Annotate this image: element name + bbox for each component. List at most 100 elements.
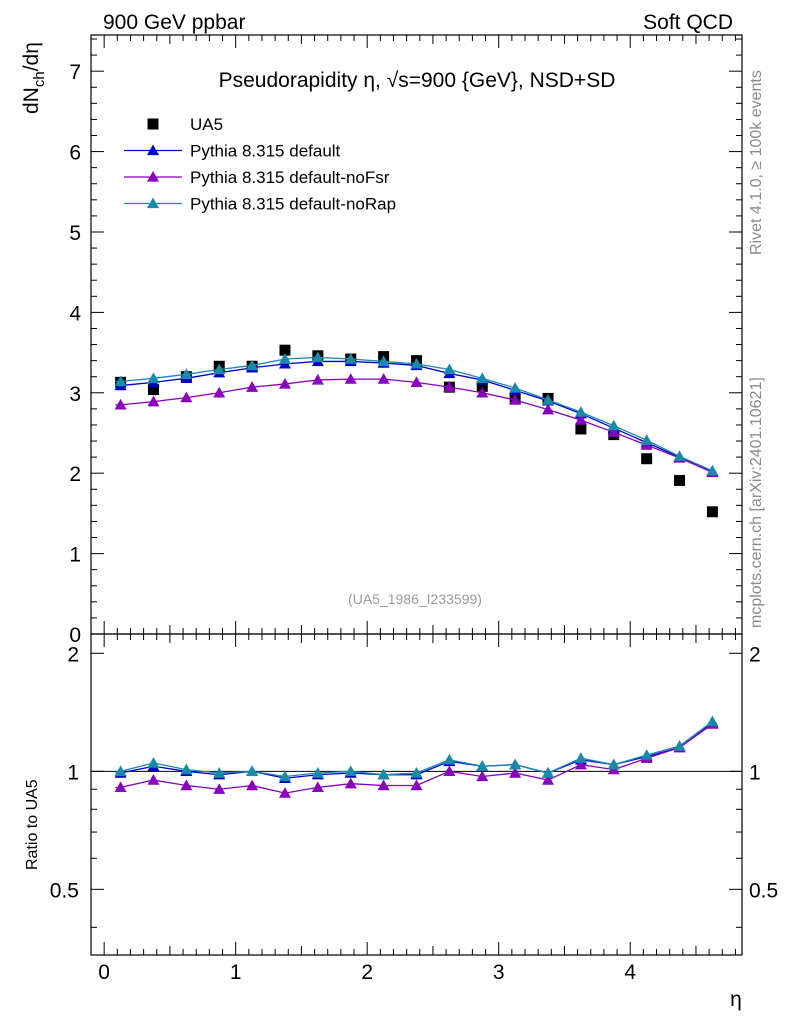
header-left: 900 GeV ppbar: [103, 11, 245, 34]
main-series-point: [509, 394, 522, 405]
ratio-series-point: [278, 787, 291, 798]
x-tick-label: 4: [624, 961, 636, 984]
legend-label: Pythia 8.315 default: [190, 142, 341, 161]
reference-label: (UA5_1986_I233599): [348, 591, 482, 607]
ratio-series-line: [115, 720, 713, 778]
y-tick-label: 1: [69, 544, 81, 567]
legend: UA5 Pythia 8.315 default Pythia 8.315 defa…: [124, 115, 396, 214]
main-series-point: [607, 419, 620, 431]
ua5-data-point: [706, 506, 718, 518]
ratio-series-line: [115, 722, 713, 779]
ratio-series-point: [377, 768, 390, 780]
x-tick-label: 0: [98, 961, 110, 984]
main-series-point: [542, 394, 555, 405]
main-series-point: [278, 353, 291, 364]
main-series-point: [476, 386, 489, 398]
ratio-y-tick-label-right: 2: [749, 643, 761, 666]
main-series-line: [115, 356, 713, 472]
ratio-series-point: [147, 774, 160, 785]
main-series-point: [344, 373, 357, 384]
main-series-point: [410, 376, 423, 388]
main-series-point: [410, 357, 423, 369]
ratio-series-line: [115, 723, 713, 794]
main-series-point: [574, 406, 587, 417]
ratio-series-point: [574, 752, 587, 763]
ratio-series-point: [213, 767, 226, 778]
ratio-series-point: [344, 765, 357, 776]
main-series-point: [213, 363, 226, 375]
main-series-point: [443, 363, 456, 375]
ratio-series-point: [377, 779, 390, 791]
main-series-line: [115, 378, 713, 473]
main-series-point: [476, 372, 489, 383]
ratio-frame: [90, 633, 743, 956]
y-tick-label: 6: [69, 142, 81, 165]
ua5-data-point: [147, 384, 159, 396]
main-series-point: [180, 391, 193, 403]
y-tick-label: 2: [69, 463, 81, 486]
ratio-series-point: [443, 753, 456, 765]
main-series-point: [180, 368, 193, 379]
legend-marker: [147, 171, 159, 182]
ratio-series-point: [673, 740, 686, 751]
main-series-point: [509, 381, 522, 393]
ratio-series-point: [180, 763, 193, 775]
ratio-series-layer: [114, 715, 719, 798]
y-tick-label: 7: [69, 61, 81, 84]
main-series-point: [640, 434, 653, 445]
ratio-series-point: [706, 715, 719, 727]
main-series-point: [114, 398, 127, 410]
x-axis-label: η: [730, 988, 742, 1011]
ratio-series-point: [344, 777, 357, 789]
legend-marker: [147, 118, 159, 130]
y-tick-label: 3: [69, 383, 81, 406]
ratio-series-point: [147, 757, 160, 768]
main-series-point: [246, 359, 259, 371]
main-series-point: [607, 426, 620, 437]
ratio-series-point: [311, 767, 324, 778]
ratio-series-point: [180, 779, 193, 791]
side-text-mcplots: mcplots.cern.ch [arXiv:2401.10621]: [748, 377, 765, 628]
ratio-y-tick-label-right: 0.5: [749, 879, 778, 902]
ratio-series-point: [114, 765, 127, 776]
ratio-series-point: [542, 767, 555, 778]
main-series-line: [115, 360, 713, 473]
ua5-data-point: [476, 380, 488, 392]
main-panel: 0 1 2 3 4 5 6 7 dNch/dη: [20, 34, 743, 647]
legend-label: Pythia 8.315 default-noRap: [190, 195, 396, 214]
y-tick-label: 5: [69, 222, 81, 245]
main-series-point: [542, 403, 555, 415]
legend-label: Pythia 8.315 default-noFsr: [190, 168, 390, 187]
ua5-data-point: [279, 344, 291, 356]
main-series-point: [311, 373, 324, 385]
y-tick-label: 0: [69, 624, 81, 647]
main-series-point: [147, 372, 160, 383]
ua5-data-point: [575, 423, 587, 435]
ratio-series-point: [443, 765, 456, 776]
main-series-point: [443, 381, 456, 392]
main-series-point: [377, 373, 390, 384]
ratio-series-point: [246, 765, 259, 776]
ratio-series-point: [509, 758, 522, 770]
main-frame: [90, 34, 743, 635]
ratio-series-point: [476, 770, 489, 782]
main-series-point: [114, 375, 127, 387]
ratio-series-point: [410, 779, 423, 791]
ratio-series-point: [476, 760, 489, 771]
ratio-y-tick-label: 0.5: [50, 879, 79, 902]
main-series-point: [246, 381, 259, 392]
ratio-series-point: [542, 774, 555, 785]
ratio-y-tick-label: 2: [67, 643, 79, 666]
main-series-point: [377, 355, 390, 367]
main-series-layer: [114, 344, 719, 518]
ratio-y-axis-label: Ratio to UA5: [24, 779, 41, 870]
ratio-series-point: [278, 770, 291, 782]
main-series-point: [147, 395, 160, 407]
x-tick-label: 3: [493, 961, 505, 984]
legend-label: UA5: [190, 115, 223, 134]
ratio-series-point: [311, 781, 324, 793]
main-series-point: [311, 351, 324, 363]
main-series-point: [213, 386, 226, 398]
ratio-panel: 0 1 2 3 4 η 0.5 0.5 1 1 2 2 Ratio to UA5: [24, 621, 778, 1011]
